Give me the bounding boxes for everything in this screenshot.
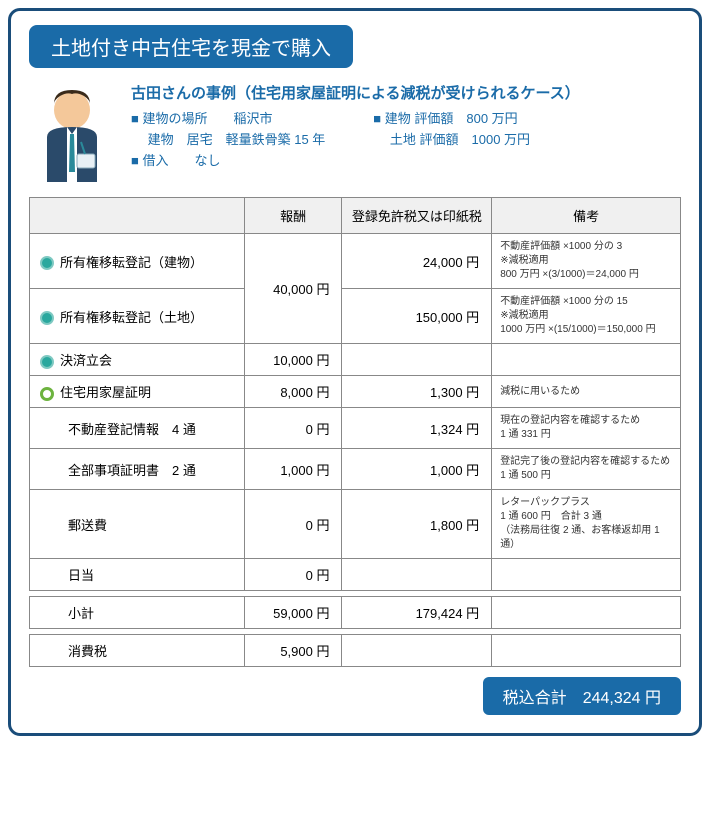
table-row: 所有権移転登記（建物） 40,000 円 24,000 円 不動産評価額 ×10… [30,234,681,289]
row-fee: 0 円 [244,559,342,591]
th-tax: 登録免許税又は印紙税 [342,198,492,234]
case-line: ■ 建物 評価額 800 万円 [373,109,530,130]
row-label: 所有権移転登記（土地） [60,310,203,325]
row-note: 不動産評価額 ×1000 分の 15※減税適用1000 万円 ×(15/1000… [492,289,681,344]
th-item [30,198,245,234]
row-fee: 10,000 円 [244,344,342,376]
row-label: 不動産登記情報 4 通 [30,408,245,449]
row-tax: 179,424 円 [342,597,492,629]
total-value: 244,324 円 [583,690,661,707]
row-label: 決済立会 [60,353,112,368]
row-fee: 1,000 円 [244,449,342,490]
row-note: レターパックプラス1 通 600 円 合計 3 通（法務局往復 2 通、お客様返… [492,490,681,559]
total-pill: 税込合計 244,324 円 [483,677,681,715]
bullet-icon [40,311,54,325]
row-fee: 5,900 円 [244,635,342,667]
row-note [492,559,681,591]
table-row: 郵送費 0 円 1,800 円 レターパックプラス1 通 600 円 合計 3 … [30,490,681,559]
row-label: 住宅用家屋証明 [60,385,151,400]
row-label: 小計 [30,597,245,629]
row-fee: 0 円 [244,490,342,559]
row-tax: 1,000 円 [342,449,492,490]
case-header: 古田さんの事例（住宅用家屋証明による減税が受けられるケース） ■ 建物の場所 稲… [29,82,681,187]
case-line: ■ 借入 なし [131,151,325,172]
row-label: 全部事項証明書 2 通 [30,449,245,490]
row-note [492,597,681,629]
subtotal-row: 小計 59,000 円 179,424 円 [30,597,681,629]
bullet-icon [40,256,54,270]
case-frame: 土地付き中古住宅を現金で購入 古田さんの事例（住宅用家屋証明による減税が受けられ… [8,8,702,736]
row-tax [342,559,492,591]
table-row: 決済立会 10,000 円 [30,344,681,376]
case-line: 建物 居宅 軽量鉄骨築 15 年 [131,130,325,151]
total-label: 税込合計 [503,690,567,707]
row-tax: 24,000 円 [342,234,492,289]
th-note: 備考 [492,198,681,234]
page-title: 土地付き中古住宅を現金で購入 [29,25,353,68]
row-note: 現在の登記内容を確認するため1 通 331 円 [492,408,681,449]
th-fee: 報酬 [244,198,342,234]
row-fee: 0 円 [244,408,342,449]
ring-icon [40,387,54,401]
case-line: ■ 建物の場所 稲沢市 [131,109,325,130]
table-row: 所有権移転登記（土地） 150,000 円 不動産評価額 ×1000 分の 15… [30,289,681,344]
row-fee: 40,000 円 [244,234,342,344]
row-tax: 150,000 円 [342,289,492,344]
case-line: 土地 評価額 1000 万円 [373,130,530,151]
row-label: 日当 [30,559,245,591]
row-tax: 1,800 円 [342,490,492,559]
row-note: 登記完了後の登記内容を確認するため 1 通 500 円 [492,449,681,490]
case-right-col: ■ 建物 評価額 800 万円 土地 評価額 1000 万円 [373,109,530,171]
case-info: 古田さんの事例（住宅用家屋証明による減税が受けられるケース） ■ 建物の場所 稲… [131,82,681,187]
case-left-col: ■ 建物の場所 稲沢市 建物 居宅 軽量鉄骨築 15 年 ■ 借入 なし [131,109,325,171]
table-row: 全部事項証明書 2 通 1,000 円 1,000 円 登記完了後の登記内容を確… [30,449,681,490]
table-row: 日当 0 円 [30,559,681,591]
row-label: 所有権移転登記（建物） [60,255,203,270]
row-fee: 59,000 円 [244,597,342,629]
bullet-icon [40,355,54,369]
row-tax [342,344,492,376]
row-label: 郵送費 [30,490,245,559]
row-fee: 8,000 円 [244,376,342,408]
row-note [492,635,681,667]
row-note: 減税に用いるため [492,376,681,408]
table-row: 不動産登記情報 4 通 0 円 1,324 円 現在の登記内容を確認するため1 … [30,408,681,449]
row-note: 不動産評価額 ×1000 分の 3※減税適用800 万円 ×(3/1000)＝2… [492,234,681,289]
row-note [492,344,681,376]
row-tax [342,635,492,667]
row-tax: 1,300 円 [342,376,492,408]
fee-table: 報酬 登録免許税又は印紙税 備考 所有権移転登記（建物） 40,000 円 24… [29,197,681,667]
case-heading: 古田さんの事例（住宅用家屋証明による減税が受けられるケース） [131,82,681,103]
table-row: 住宅用家屋証明 8,000 円 1,300 円 減税に用いるため [30,376,681,408]
avatar [29,82,115,187]
row-tax: 1,324 円 [342,408,492,449]
row-label: 消費税 [30,635,245,667]
table-header-row: 報酬 登録免許税又は印紙税 備考 [30,198,681,234]
vat-row: 消費税 5,900 円 [30,635,681,667]
